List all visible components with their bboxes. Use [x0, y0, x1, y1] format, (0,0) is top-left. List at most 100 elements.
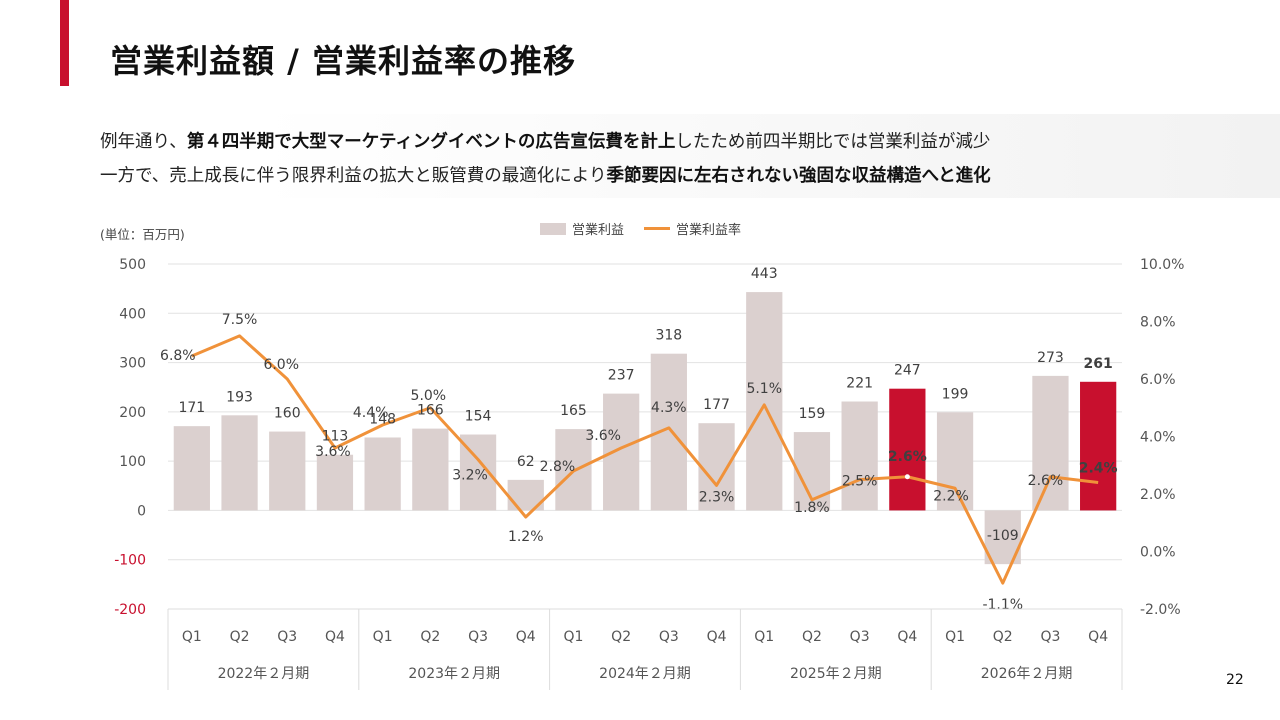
right-tick-label: -2.0% — [1140, 602, 1181, 618]
bar-5 — [412, 428, 449, 511]
right-axis: 10.0% 8.0% 6.0% 4.0% 2.0% 0.0% -2.0% — [1140, 257, 1184, 618]
bar-19 — [1080, 381, 1117, 511]
rate-value-label: 2.8% — [540, 459, 576, 475]
bar-1 — [221, 415, 258, 511]
bar-value-label: 221 — [846, 376, 873, 392]
right-tick-label: 2.0% — [1140, 487, 1176, 503]
rate-value-label: 5.0% — [411, 388, 447, 404]
quarter-label: Q2 — [230, 629, 250, 645]
legend-entry-operating-margin: 営業利益率 — [676, 223, 742, 238]
bar-value-label: 237 — [608, 368, 635, 384]
rate-polyline — [191, 334, 1099, 585]
bar-labels: 171 193 160 113 148 166 154 62 165 237 318 177 443 15… — [178, 266, 1112, 544]
quarter-label: Q3 — [1040, 629, 1060, 645]
quarter-label: Q1 — [754, 629, 774, 645]
summary-line-1: 例年通り、第４四半期で大型マーケティングイベントの広告宣伝費を計上したため前四半… — [100, 128, 990, 153]
summary-line-1-part-3: したため前四半期比では営業利益が減少 — [675, 132, 991, 152]
bar-15 — [889, 388, 926, 511]
bar-value-label: 165 — [560, 403, 587, 419]
quarter-label: Q1 — [182, 629, 202, 645]
quarter-label: Q1 — [373, 629, 393, 645]
bar-12 — [746, 292, 783, 511]
bar-value-label: 247 — [894, 363, 921, 379]
quarter-label: Q2 — [420, 629, 440, 645]
summary-line-2-part-1: 一方で、売上成長に伴う限界利益の拡大と販管費の最適化により — [100, 166, 607, 186]
page-number: 22 — [1226, 672, 1244, 688]
left-tick-label: 100 — [119, 454, 146, 470]
left-tick-label: 500 — [119, 257, 146, 273]
fiscal-year-label: 2026年２月期 — [981, 666, 1073, 682]
quarter-label: Q3 — [468, 629, 488, 645]
quarter-label: Q4 — [1088, 629, 1108, 645]
quarter-label: Q2 — [993, 629, 1013, 645]
legend-entry-operating-profit: 営業利益 — [572, 223, 625, 238]
quarter-label: Q3 — [277, 629, 297, 645]
rate-value-label: 2.3% — [699, 489, 735, 505]
bar-value-label: 443 — [751, 266, 778, 282]
rate-value-label: 2.6% — [888, 449, 927, 465]
right-tick-label: 0.0% — [1140, 545, 1176, 561]
right-tick-label: 4.0% — [1140, 430, 1176, 446]
rate-value-label: 2.5% — [842, 474, 878, 490]
bar-2 — [269, 431, 306, 511]
rate-value-label: 4.3% — [651, 400, 687, 416]
bar-value-label: 113 — [322, 429, 349, 445]
right-tick-label: 6.0% — [1140, 372, 1176, 388]
quarter-label: Q4 — [516, 629, 536, 645]
bar-value-label: 160 — [274, 406, 301, 422]
quarter-label: Q4 — [325, 629, 345, 645]
rate-value-label: 6.0% — [263, 357, 299, 373]
unit-label: (単位：百万円) — [100, 227, 185, 242]
rate-value-label: 5.1% — [746, 381, 782, 397]
rate-value-label: 2.6% — [1028, 473, 1064, 489]
rate-value-label: -1.1% — [982, 597, 1023, 613]
legend-line-swatch-icon — [644, 227, 671, 230]
left-tick-label: -100 — [114, 553, 146, 569]
rate-line — [191, 334, 1099, 585]
bar-value-label: 177 — [703, 397, 730, 413]
legend-bar-swatch-icon — [540, 222, 566, 235]
quarter-label: Q4 — [707, 629, 727, 645]
bar-value-label: 171 — [178, 400, 205, 416]
left-tick-label: 400 — [119, 306, 146, 322]
bar-value-label: 199 — [942, 386, 969, 402]
summary-panel — [0, 114, 1280, 198]
rate-value-label: 4.4% — [353, 405, 389, 421]
left-tick-label: 0 — [137, 503, 146, 519]
bar-4 — [364, 437, 401, 511]
rate-value-label: 3.6% — [585, 428, 621, 444]
rate-marker — [904, 474, 910, 480]
rate-value-label: 3.6% — [315, 444, 351, 460]
quarter-label: Q2 — [802, 629, 822, 645]
fiscal-year-label: 2024年２月期 — [599, 666, 691, 682]
summary-line-2-part-2: 季節要因に左右されない強固な収益構造へと進化 — [606, 166, 991, 186]
fiscal-year-label: 2022年２月期 — [218, 666, 310, 682]
fiscal-year-label: 2023年２月期 — [408, 666, 500, 682]
rate-value-label: 6.8% — [160, 348, 196, 364]
chart-legend: 営業利益 営業利益率 — [540, 219, 741, 238]
left-tick-label: 300 — [119, 356, 146, 372]
bar-0 — [173, 426, 210, 511]
quarter-label: Q4 — [897, 629, 917, 645]
summary-line-2: 一方で、売上成長に伴う限界利益の拡大と販管費の最適化により季節要因に左右されない… — [100, 162, 991, 187]
quarter-label: Q2 — [611, 629, 631, 645]
bar-value-label: 273 — [1037, 350, 1064, 366]
title-accent-bar — [60, 0, 69, 86]
rate-value-label: 2.4% — [1079, 461, 1118, 477]
bars — [173, 292, 1117, 565]
bar-value-label: 154 — [465, 409, 492, 425]
rate-value-label: 1.2% — [508, 529, 544, 545]
rate-value-label: 3.2% — [452, 468, 488, 484]
bar-18 — [1032, 375, 1069, 511]
bar-value-label: 166 — [417, 403, 444, 419]
category-axis: Q1 Q2 Q3 Q4 Q1 Q2 Q3 Q4 Q1 Q2 Q3 Q4 Q1 Q2 Q3 Q4 Q1 Q2 Q3 Q4… — [167, 608, 1123, 690]
quarter-label: Q3 — [659, 629, 679, 645]
left-tick-label: 200 — [119, 405, 146, 421]
summary-line-1-part-1: 例年通り、 — [100, 132, 187, 152]
bar-3 — [316, 454, 354, 511]
fiscal-year-label: 2025年２月期 — [790, 666, 882, 682]
right-tick-label: 8.0% — [1140, 315, 1176, 331]
bar-value-label: 318 — [655, 328, 682, 344]
slide-title: 営業利益額 / 営業利益率の推移 — [110, 42, 576, 80]
bar-value-label: 193 — [226, 389, 253, 405]
